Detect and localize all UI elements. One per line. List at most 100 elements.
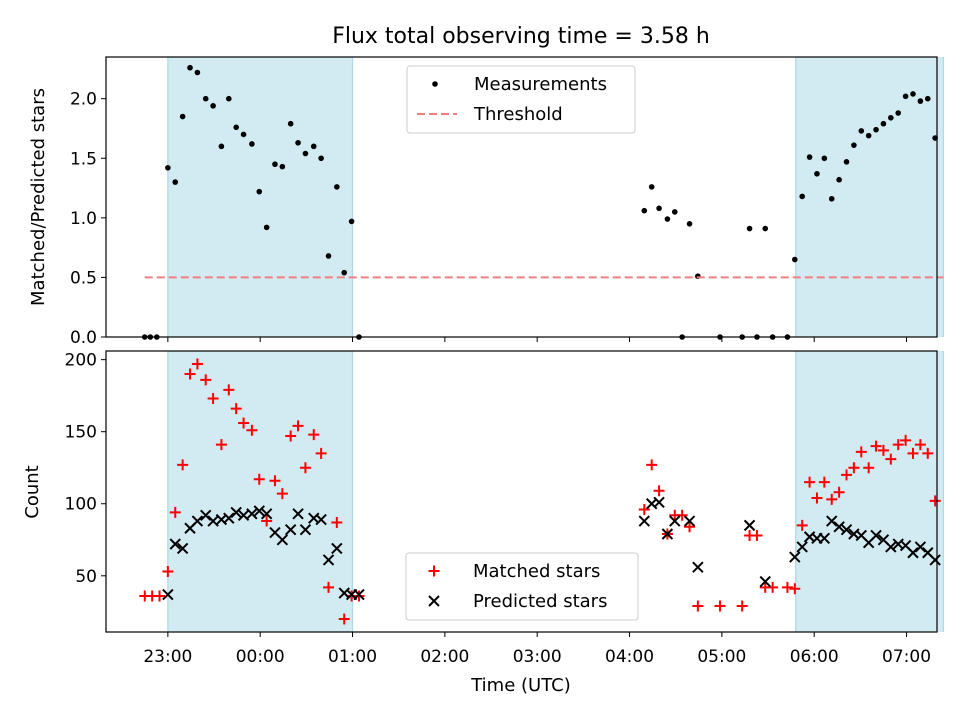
data-point bbox=[907, 447, 919, 459]
x-tick-label: 07:00 bbox=[882, 647, 931, 667]
data-point bbox=[200, 374, 212, 386]
tick-marks bbox=[167, 632, 908, 637]
data-point bbox=[781, 581, 793, 593]
y-axis-label: Count bbox=[22, 465, 43, 518]
data-point bbox=[811, 492, 823, 504]
x-ticks: 23:00 00:00 01:00 02:00 03:00 04:00 05:00 06:00… bbox=[143, 647, 931, 667]
data-point bbox=[176, 542, 189, 555]
x-axis-label: Time (UTC) bbox=[470, 675, 571, 696]
data-point bbox=[194, 69, 201, 76]
data-point bbox=[207, 393, 219, 405]
data-point bbox=[848, 462, 860, 474]
data-point bbox=[836, 176, 842, 183]
legend-label: Measurements bbox=[474, 74, 607, 95]
data-point bbox=[318, 155, 324, 162]
data-point bbox=[821, 155, 828, 162]
plot-area bbox=[141, 64, 944, 340]
data-point bbox=[922, 447, 934, 459]
data-point bbox=[246, 508, 258, 520]
data-point bbox=[714, 600, 726, 612]
data-point bbox=[353, 590, 365, 602]
data-point bbox=[804, 476, 816, 488]
data-point bbox=[806, 154, 813, 160]
data-point bbox=[736, 600, 748, 612]
x-tick-label: 23:00 bbox=[143, 647, 192, 667]
y-tick-label: 0.5 bbox=[70, 268, 97, 288]
data-point bbox=[322, 554, 335, 566]
data-point bbox=[669, 515, 681, 527]
y-axis-label: Matched/Predicted stars bbox=[28, 88, 49, 306]
data-point bbox=[172, 179, 179, 185]
data-point bbox=[929, 554, 941, 566]
data-point bbox=[261, 515, 273, 527]
data-point bbox=[767, 581, 779, 593]
data-point bbox=[299, 523, 312, 536]
tick-marks bbox=[167, 337, 908, 342]
data-point bbox=[184, 368, 196, 380]
data-point bbox=[683, 515, 696, 527]
data-point bbox=[154, 590, 166, 602]
data-point bbox=[253, 505, 265, 517]
data-point bbox=[218, 143, 225, 150]
y-tick-label: 150 bbox=[65, 423, 97, 443]
shaded-interval bbox=[795, 351, 944, 632]
data-point bbox=[873, 126, 879, 133]
data-point bbox=[648, 184, 655, 190]
data-point bbox=[215, 439, 227, 451]
data-point bbox=[315, 447, 327, 459]
data-point bbox=[253, 473, 265, 485]
data-point bbox=[230, 403, 242, 415]
data-point bbox=[671, 209, 678, 215]
data-point bbox=[230, 506, 242, 519]
data-point bbox=[162, 565, 174, 577]
data-point bbox=[684, 521, 696, 533]
data-point bbox=[292, 508, 304, 520]
data-point bbox=[238, 417, 250, 429]
shaded-interval bbox=[167, 57, 353, 337]
data-point bbox=[285, 430, 297, 442]
data-point bbox=[223, 512, 235, 524]
data-point bbox=[191, 358, 203, 370]
data-point bbox=[272, 161, 278, 168]
data-point bbox=[796, 519, 808, 531]
data-point bbox=[249, 141, 255, 147]
legend-label: Predicted stars bbox=[473, 591, 607, 612]
x-tick-label: 00:00 bbox=[236, 647, 285, 667]
data-point bbox=[223, 384, 235, 396]
data-point bbox=[162, 588, 174, 601]
data-point bbox=[686, 221, 693, 227]
legend-box bbox=[406, 65, 636, 134]
data-point bbox=[325, 253, 332, 259]
data-point bbox=[169, 506, 181, 518]
data-point bbox=[814, 170, 820, 177]
data-point bbox=[746, 225, 753, 232]
data-point bbox=[900, 434, 912, 446]
data-point bbox=[210, 103, 216, 109]
data-point bbox=[200, 509, 212, 521]
data-point bbox=[641, 207, 648, 214]
data-point bbox=[263, 224, 270, 231]
shaded-interval bbox=[167, 351, 353, 632]
data-point bbox=[843, 159, 850, 165]
data-point bbox=[762, 225, 769, 232]
data-point bbox=[885, 541, 897, 553]
data-point bbox=[692, 600, 704, 612]
data-point bbox=[826, 493, 838, 505]
data-point bbox=[818, 476, 830, 488]
data-point bbox=[914, 541, 927, 553]
data-point bbox=[334, 184, 340, 190]
data-point bbox=[792, 256, 798, 263]
legend-box bbox=[405, 552, 639, 621]
data-point bbox=[287, 120, 294, 127]
data-point bbox=[840, 523, 853, 536]
data-point bbox=[888, 114, 894, 121]
data-point bbox=[907, 547, 919, 559]
legend: Measurements Threshold bbox=[406, 65, 636, 134]
data-point bbox=[246, 424, 258, 436]
data-point bbox=[323, 581, 335, 593]
data-point bbox=[292, 420, 304, 432]
data-point bbox=[841, 469, 853, 481]
data-point bbox=[858, 128, 865, 134]
data-point bbox=[310, 143, 317, 150]
data-point bbox=[269, 475, 281, 487]
